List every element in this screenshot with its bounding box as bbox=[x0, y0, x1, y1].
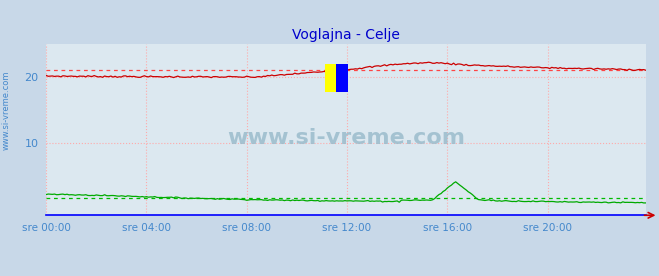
Text: www.si-vreme.com: www.si-vreme.com bbox=[2, 71, 11, 150]
Title: Voglajna - Celje: Voglajna - Celje bbox=[292, 28, 400, 42]
Text: www.si-vreme.com: www.si-vreme.com bbox=[227, 128, 465, 148]
